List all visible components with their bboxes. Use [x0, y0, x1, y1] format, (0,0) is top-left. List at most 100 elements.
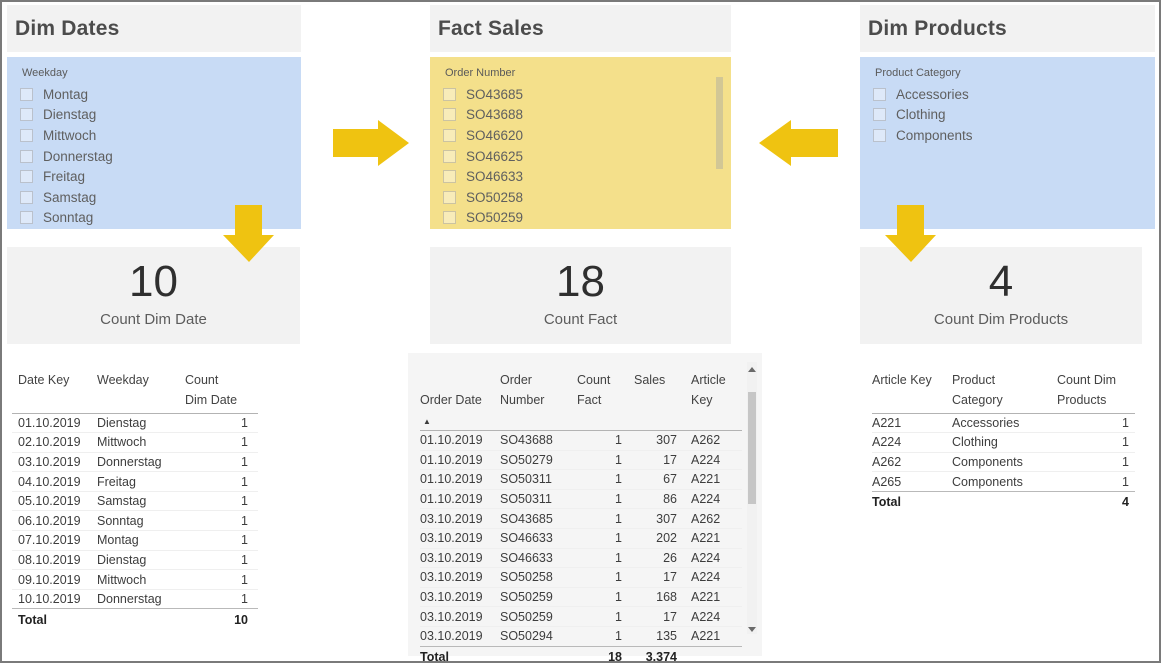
column-header[interactable]: Article Key	[872, 363, 952, 414]
slicer-item[interactable]: SO46625	[443, 146, 731, 167]
table-cell: 03.10.2019	[12, 452, 97, 473]
slicer-item[interactable]: Sonntag	[20, 208, 301, 229]
table-row: 10.10.2019 Donnerstag 1	[12, 589, 258, 609]
table-cell: 1	[185, 550, 258, 571]
slicer-item[interactable]: Dienstag	[20, 105, 301, 126]
table-cell: Components	[952, 474, 1023, 489]
slicer-item[interactable]: Samstag	[20, 187, 301, 208]
checkbox[interactable]	[20, 170, 33, 184]
checkbox[interactable]	[20, 190, 33, 204]
slicer-item[interactable]: Donnerstag	[20, 146, 301, 167]
total-label: Total	[12, 608, 97, 630]
table-row: 01.10.2019 SO43688 1 307 A262	[420, 430, 742, 451]
table-cell: 01.10.2019	[12, 413, 97, 434]
checkbox[interactable]	[443, 108, 456, 122]
checkbox[interactable]	[443, 190, 456, 204]
column-header[interactable]: Count Dim Date	[185, 363, 258, 414]
checkbox[interactable]	[20, 128, 33, 142]
checkbox[interactable]	[20, 87, 33, 101]
slicer-item[interactable]: Mittwoch	[20, 125, 301, 146]
filter-arrow-right-icon	[333, 120, 409, 166]
slicer-scrollbar-thumb[interactable]	[716, 77, 723, 169]
table-cell: 08.10.2019	[12, 550, 97, 571]
slicer-item[interactable]: SO43685	[443, 84, 731, 105]
column-header[interactable]: Product Category	[952, 363, 1057, 414]
slicer-item[interactable]: SO50258	[443, 187, 731, 208]
column-header[interactable]: Count Fact	[577, 363, 634, 431]
filter-arrow-left-icon	[759, 120, 838, 166]
table-cell: 1	[577, 508, 634, 529]
table-cell: 05.10.2019	[12, 491, 97, 512]
total-value: 18	[577, 645, 634, 667]
checkbox[interactable]	[20, 149, 33, 163]
checkbox[interactable]	[443, 128, 456, 142]
table-cell: SO43685	[500, 508, 577, 529]
slicer-item-label: Dienstag	[43, 107, 97, 123]
table-cell: A262	[872, 452, 952, 473]
table-cell: 1	[185, 471, 258, 492]
checkbox[interactable]	[20, 211, 33, 225]
total-cell	[691, 645, 742, 667]
scrollbar-up-button[interactable]	[747, 362, 757, 374]
slicer-item[interactable]: SO50259	[443, 208, 731, 229]
fact-sales-header: Fact Sales	[430, 5, 731, 52]
table-row: 06.10.2019 Sonntag 1	[12, 510, 258, 532]
slicer-item[interactable]: Freitag	[20, 166, 301, 187]
column-header[interactable]: Sales	[634, 363, 691, 431]
table-cell: 01.10.2019	[420, 469, 500, 490]
column-header[interactable]: Order Number	[500, 363, 577, 431]
checkbox[interactable]	[443, 149, 456, 163]
checkbox[interactable]	[873, 87, 886, 101]
slicer-item[interactable]: Montag	[20, 84, 301, 105]
count-dim-date-card: 10 Count Dim Date	[7, 247, 300, 344]
table-cell: Mittwoch	[97, 432, 185, 453]
scrollbar-thumb[interactable]	[748, 392, 756, 504]
slicer-item[interactable]: SO43688	[443, 105, 731, 126]
checkbox[interactable]	[443, 87, 456, 101]
table-cell: 1	[185, 452, 258, 473]
slicer-item[interactable]: Accessories	[873, 84, 1155, 105]
table-row: 02.10.2019 Mittwoch 1	[12, 432, 258, 453]
scrollbar-down-button[interactable]	[747, 622, 757, 634]
slicer-item[interactable]: SO46633	[443, 166, 731, 187]
column-header[interactable]: Count Dim Products	[1057, 363, 1135, 414]
checkbox[interactable]	[873, 128, 886, 142]
checkbox[interactable]	[443, 170, 456, 184]
order-number-slicer: Order Number SO43685 SO43688 SO46620 SO4662…	[430, 57, 731, 229]
column-header[interactable]: Article Key	[691, 363, 742, 431]
table-cell: 307	[634, 430, 691, 451]
column-header-sorted[interactable]: Order Date ▲	[420, 363, 500, 431]
table-header-row: Article Key Product Category Count Dim P…	[872, 363, 1135, 414]
checkbox[interactable]	[20, 108, 33, 122]
column-header[interactable]: Weekday	[97, 363, 185, 414]
table-row: 03.10.2019 SO50294 1 135 A221	[420, 626, 742, 646]
table-cell: Components	[952, 452, 1057, 473]
table-cell: 17	[634, 450, 691, 471]
table-cell: Clothing	[952, 432, 1057, 453]
table-cell: A265	[872, 474, 902, 489]
checkbox[interactable]	[443, 211, 456, 225]
table-scrollbar[interactable]	[747, 362, 757, 634]
column-header[interactable]: Date Key	[12, 363, 97, 414]
checkbox[interactable]	[873, 108, 886, 122]
table-cell: 10.10.2019	[18, 592, 81, 607]
total-value: 3.374	[634, 645, 691, 667]
slicer-item-label: SO43688	[466, 107, 524, 123]
slicer-field-label: Product Category	[875, 67, 961, 79]
slicer-item-label: SO46620	[466, 127, 524, 143]
total-label: Total	[872, 490, 952, 513]
table-cell: 1	[185, 530, 258, 551]
slicer-item[interactable]: SO46620	[443, 125, 731, 146]
card-label: Count Dim Date	[100, 311, 207, 328]
table-cell: SO50258	[500, 567, 577, 588]
slicer-item[interactable]: Clothing	[873, 105, 1155, 126]
table-cell: SO50259	[500, 606, 577, 627]
table-row: 01.10.2019 SO50311 1 86 A224	[420, 489, 742, 510]
table-cell: 1	[577, 469, 634, 490]
total-value: 4	[1057, 490, 1135, 513]
table-cell: Sonntag	[97, 510, 185, 532]
table-cell: 1	[1057, 432, 1135, 453]
slicer-item[interactable]: Components	[873, 125, 1155, 146]
table-cell: 03.10.2019	[420, 548, 500, 569]
total-cell	[97, 608, 185, 630]
